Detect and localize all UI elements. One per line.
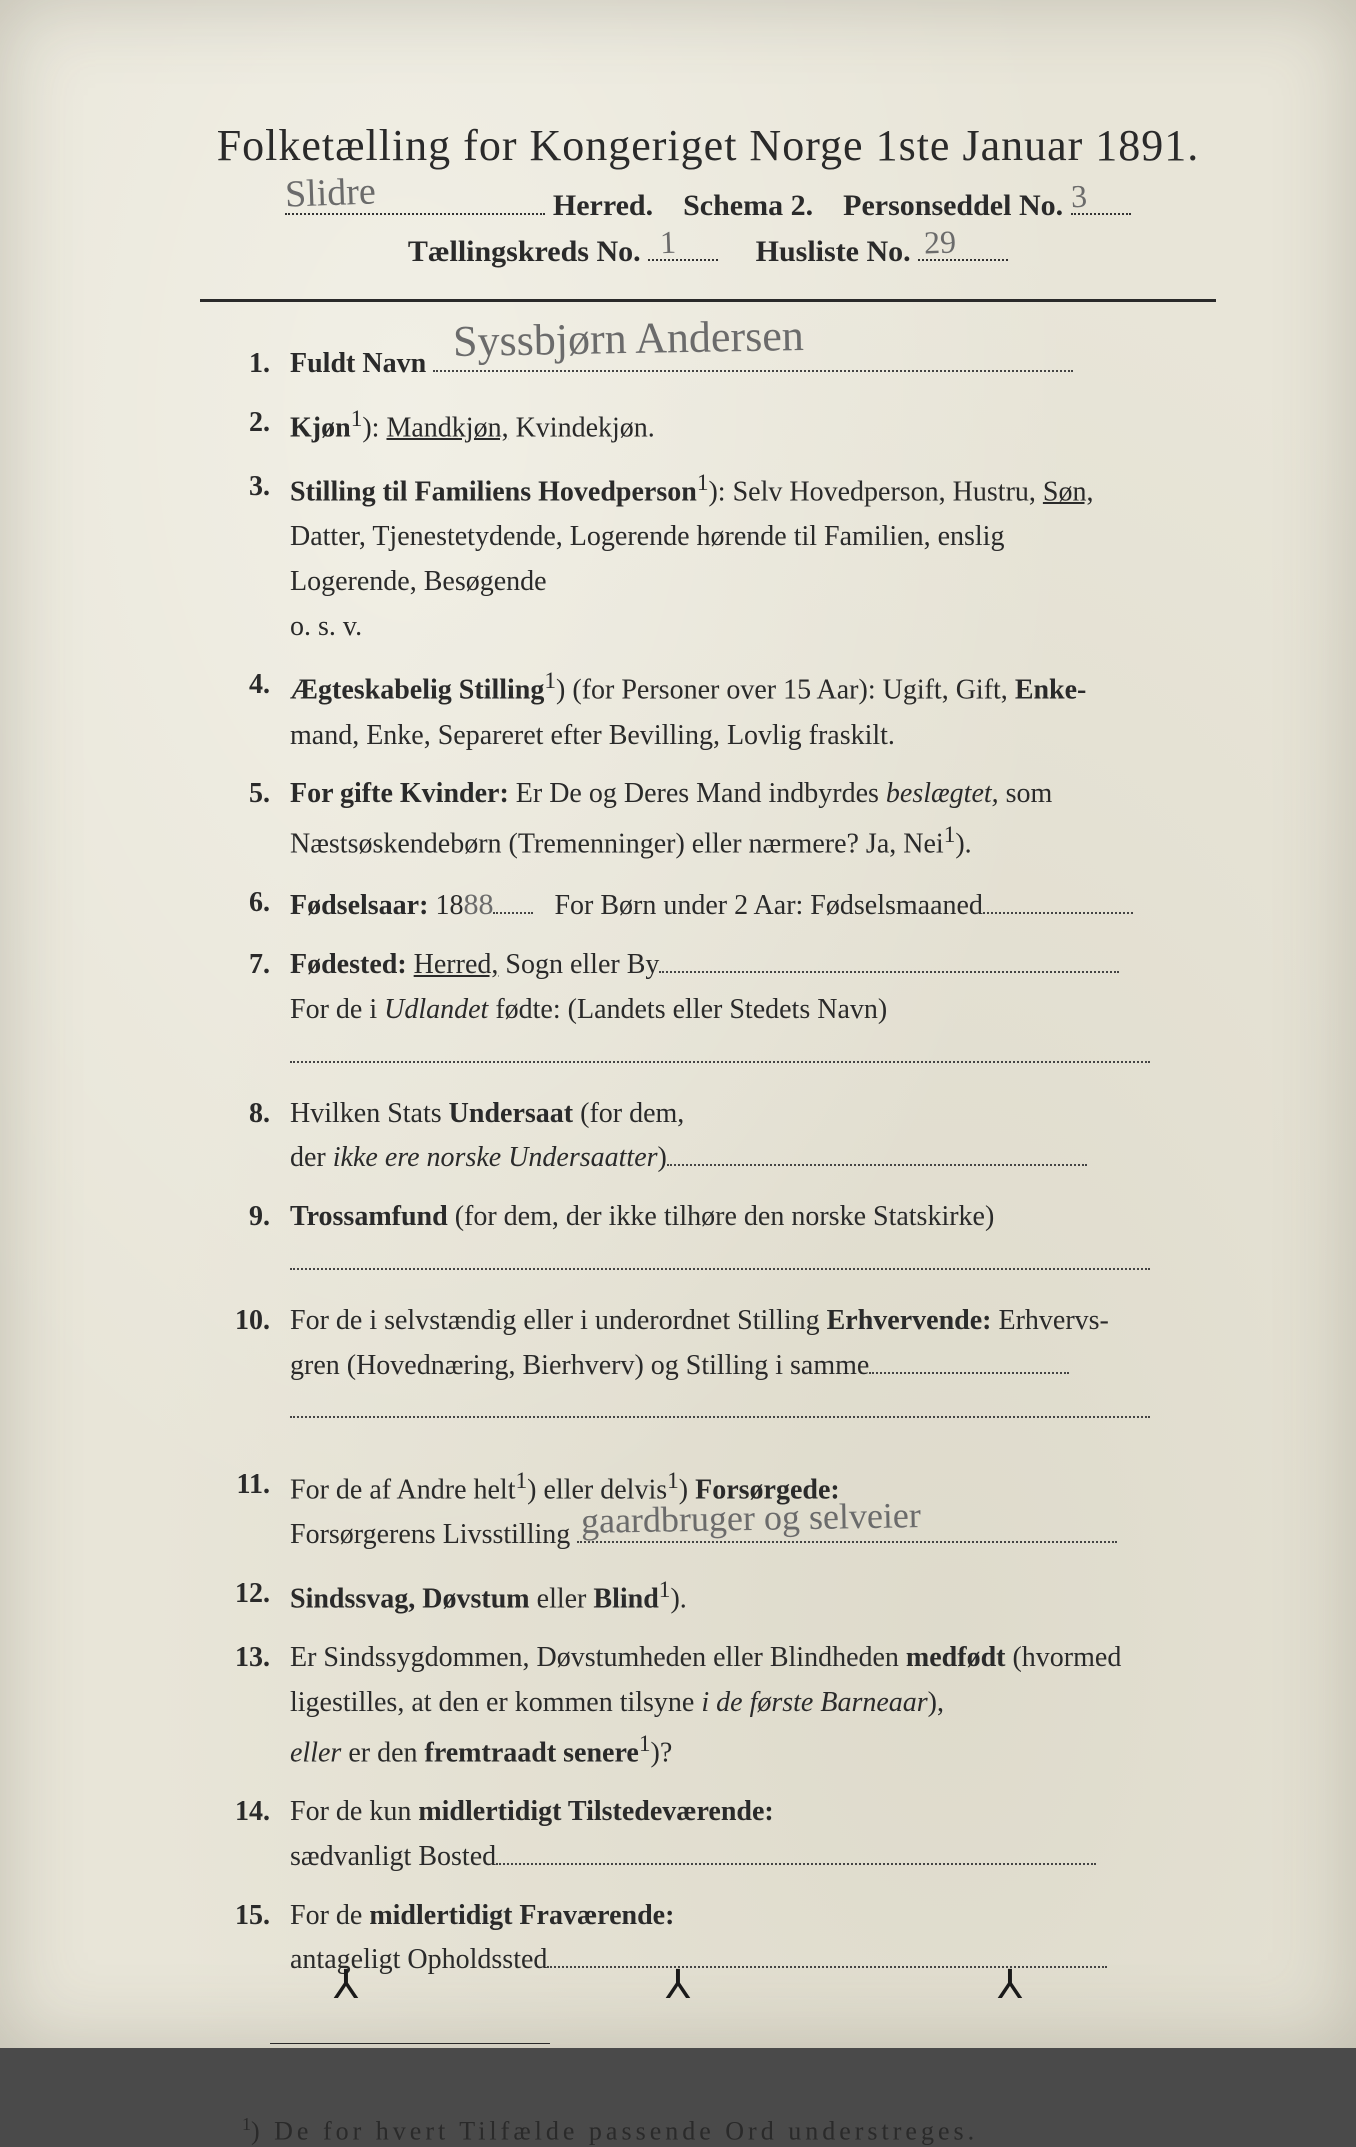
item-8: 8. Hvilken Stats Undersaat (for dem, der… [200, 1092, 1216, 1182]
footnote: 1) De for hvert Tilfælde passende Ord un… [200, 2114, 1216, 2147]
item-10: 10. For de i selvstændig eller i underor… [200, 1299, 1216, 1433]
kreds-label: Tællingskreds No. [408, 235, 641, 268]
item-num: 8. [200, 1092, 290, 1137]
subtitle-row-2: Tællingskreds No. 1 Husliste No. 29 [200, 235, 1216, 269]
name-field: Syssbjørn Andersen [433, 370, 1073, 372]
reg-mark-icon: ⅄ [998, 1961, 1022, 2008]
item-num: 12. [200, 1572, 290, 1617]
field-label: Fuldt Navn [290, 348, 426, 379]
field-label: Sindssvag, Døvstum [290, 1584, 530, 1615]
item-num: 2. [200, 401, 290, 446]
item-num: 5. [200, 772, 290, 817]
husliste-label: Husliste No. [756, 235, 911, 268]
item-12: 12. Sindssvag, Døvstum eller Blind1). [200, 1572, 1216, 1622]
form-items: 1. Fuldt Navn Syssbjørn Andersen 2. Kjøn… [200, 342, 1216, 1983]
item-num: 6. [200, 881, 290, 926]
field-label: Kjøn [290, 412, 351, 443]
item-num: 13. [200, 1636, 290, 1681]
option-mandkjon: Mandkjøn, [386, 412, 508, 443]
herred-handwritten: Slidre [284, 169, 376, 216]
item-num: 10. [200, 1299, 290, 1344]
name-handwritten: Syssbjørn Andersen [453, 301, 805, 378]
item-num: 15. [200, 1894, 290, 1939]
kreds-no: 1 [660, 224, 677, 262]
item-6: 6. Fødselsaar: 1888 For Børn under 2 Aar… [200, 881, 1216, 929]
field-label: Trossamfund [290, 1201, 448, 1232]
reg-mark-icon: ⅄ [334, 1961, 358, 2008]
item-9: 9. Trossamfund (for dem, der ikke tilhør… [200, 1195, 1216, 1285]
field-label: Stilling til Familiens Hovedperson [290, 476, 697, 507]
personseddel-field: 3 [1071, 213, 1131, 215]
census-form-page: Folketælling for Kongeriget Norge 1ste J… [0, 0, 1356, 2048]
kreds-field: 1 [648, 259, 718, 261]
husliste-field: 29 [918, 259, 1008, 261]
item-num: 14. [200, 1790, 290, 1835]
item-num: 1. [200, 342, 290, 387]
registration-marks: ⅄ ⅄ ⅄ [0, 1961, 1356, 2008]
item-num: 4. [200, 663, 290, 708]
item-num: 3. [200, 465, 290, 510]
item-1: 1. Fuldt Navn Syssbjørn Andersen [200, 342, 1216, 387]
item-5: 5. For gifte Kvinder: Er De og Deres Man… [200, 772, 1216, 867]
item-11: 11. For de af Andre helt1) eller delvis1… [200, 1463, 1216, 1558]
form-title: Folketælling for Kongeriget Norge 1ste J… [200, 120, 1216, 171]
field-label: Fødested: [290, 949, 407, 980]
item-2: 2. Kjøn1): Mandkjøn, Kvindekjøn. [200, 401, 1216, 451]
item-num: 11. [200, 1463, 290, 1508]
option-son: Søn, [1043, 476, 1094, 507]
personseddel-no: 3 [1070, 178, 1087, 216]
item-4: 4. Ægteskabelig Stilling1) (for Personer… [200, 663, 1216, 758]
reg-mark-icon: ⅄ [666, 1961, 690, 2008]
herred-label: Herred. [553, 189, 653, 223]
field-label: Ægteskabelig Stilling [290, 675, 544, 706]
forsorger-field: gaardbruger og selveier [577, 1541, 1117, 1543]
item-num: 7. [200, 943, 290, 988]
personseddel-label: Personseddel No. [843, 189, 1063, 223]
subtitle-row-1: Slidre Herred. Schema 2. Personseddel No… [200, 189, 1216, 223]
schema-label: Schema 2. [683, 189, 813, 223]
item-13: 13. Er Sindssygdommen, Døvstumheden elle… [200, 1636, 1216, 1776]
option-herred: Herred, [414, 949, 499, 980]
item-7: 7. Fødested: Herred, Sogn eller By For d… [200, 943, 1216, 1077]
item-3: 3. Stilling til Familiens Hovedperson1):… [200, 465, 1216, 650]
footnote-rule [270, 2043, 550, 2044]
year-handwritten: 88 [463, 888, 493, 921]
husliste-no: 29 [924, 223, 957, 261]
herred-field: Slidre [285, 213, 545, 215]
item-num: 9. [200, 1195, 290, 1240]
item-14: 14. For de kun midlertidigt Tilstedevære… [200, 1790, 1216, 1880]
field-label: Fødselsaar: [290, 890, 428, 921]
field-label: For gifte Kvinder: [290, 778, 509, 809]
header-divider [200, 299, 1216, 302]
forsorger-handwritten: gaardbruger og selveier [581, 1487, 922, 1551]
option-kvindekjon: Kvindekjøn. [516, 412, 655, 443]
